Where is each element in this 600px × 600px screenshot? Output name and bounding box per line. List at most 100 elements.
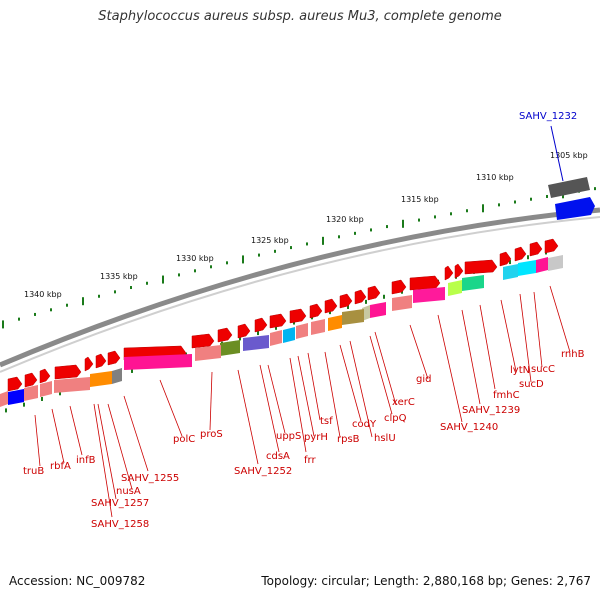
gene-arrow <box>191 333 215 349</box>
label-leader <box>107 403 133 490</box>
label-leader <box>461 309 481 405</box>
label-leader <box>349 340 373 438</box>
gene-label: frr <box>304 455 316 466</box>
gene-block <box>296 323 308 339</box>
gene-label: truB <box>23 466 44 477</box>
gene-label: SAHV_1252 <box>234 466 292 477</box>
gene-arrow <box>24 372 38 388</box>
gene-block <box>124 354 192 370</box>
gene-sahv1232-gray <box>548 177 590 198</box>
lower-dot <box>41 396 43 401</box>
kbp-dot <box>450 212 452 216</box>
lower-dot <box>239 336 241 341</box>
label-leaders <box>34 285 571 518</box>
label-leader <box>237 369 259 465</box>
label-leader <box>339 344 362 422</box>
gene-label: cdsA <box>266 451 290 462</box>
gene-arrow <box>444 265 454 281</box>
gene-block <box>448 280 462 296</box>
kbp-dot <box>98 294 100 298</box>
gene-color-blocks <box>0 255 563 407</box>
kbp-dot <box>530 197 532 201</box>
gene-labels: rnhB sucC sucD lytN fmhC SAHV_1239 SAHV_1240 gi… <box>23 349 585 530</box>
kbp-dot <box>386 225 388 229</box>
gene-label: nusA <box>116 486 141 497</box>
lower-dot <box>275 325 277 330</box>
kbp-dot <box>210 265 212 269</box>
kbp-dot <box>162 275 164 284</box>
gene-block <box>503 264 518 280</box>
kbp-dot <box>194 269 196 273</box>
gene-arrow <box>54 364 82 380</box>
label-leader <box>159 379 183 437</box>
gene-arrow <box>7 376 23 392</box>
gene-label: rnhB <box>561 349 585 360</box>
gene-arrow <box>39 368 51 384</box>
gene-label: clpQ <box>384 413 407 424</box>
kbp-dot <box>82 297 84 306</box>
kbp-dot <box>290 246 292 250</box>
gene-block <box>90 371 112 387</box>
gene-label: sucD <box>519 379 544 390</box>
kbp-dot <box>514 200 516 204</box>
kbp-dot <box>434 215 436 219</box>
gene-arrow <box>324 298 338 314</box>
gene-label: lytN <box>510 365 530 376</box>
gene-arrow <box>289 308 307 324</box>
kbp-dot <box>370 228 372 232</box>
gene-label: hslU <box>374 433 396 444</box>
label-leader <box>479 304 496 390</box>
gene-arrow <box>391 279 407 295</box>
gene-block <box>0 391 8 407</box>
kbp-dot <box>418 218 420 222</box>
kbp-dot <box>146 281 148 285</box>
gene-arrows <box>7 238 559 392</box>
gene-block <box>536 257 548 273</box>
gene-label: pyrH <box>304 432 328 443</box>
gene-block <box>370 302 386 318</box>
gene-block <box>54 377 90 393</box>
label-leader <box>437 314 463 423</box>
label-leader <box>97 403 117 500</box>
lower-dot <box>5 408 7 413</box>
label-leader <box>549 285 571 353</box>
figure-title: Staphylococcus aureus subsp. aureus Mu3,… <box>98 9 502 24</box>
kbp-dot <box>306 242 308 246</box>
lower-dot <box>59 391 61 396</box>
label-leader <box>69 405 83 456</box>
gene-arrow <box>409 275 441 291</box>
kbp-tick-label: 1330 kbp <box>176 254 214 263</box>
gene-arrow <box>499 251 512 267</box>
gene-arrow <box>464 259 498 275</box>
gene-block <box>195 345 221 361</box>
kbp-dot <box>226 261 228 265</box>
lower-dot <box>329 310 331 315</box>
label-leader <box>267 364 286 434</box>
gene-label: xerC <box>392 397 415 408</box>
gene-label: SAHV_1257 <box>91 498 149 509</box>
kbp-dot <box>50 308 52 312</box>
gene-label: SAHV_1239 <box>462 405 520 416</box>
label-leader <box>409 324 429 380</box>
label-leader <box>297 355 315 437</box>
label-leader <box>93 403 113 518</box>
kbp-dot <box>130 286 132 290</box>
lower-dot <box>365 299 367 304</box>
gene-block <box>40 381 52 397</box>
sahv1232-label: SAHV_1232 <box>519 111 577 122</box>
gene-arrow <box>84 356 94 372</box>
gene-block <box>328 315 342 331</box>
gene-label: uppS <box>276 431 301 442</box>
label-leader <box>34 414 41 467</box>
gene-label: SAHV_1255 <box>121 473 179 484</box>
gene-sahv1232-blue <box>555 197 595 220</box>
gene-arrow <box>354 289 367 305</box>
label-leader <box>51 408 65 464</box>
label-leader <box>324 351 341 438</box>
gene-block <box>270 330 282 346</box>
genome-summary: Topology: circular; Length: 2,880,168 bp… <box>261 574 591 588</box>
label-leader <box>289 357 307 453</box>
label-leader <box>123 395 149 472</box>
gene-arrow <box>544 238 559 254</box>
kbp-dot <box>258 253 260 257</box>
